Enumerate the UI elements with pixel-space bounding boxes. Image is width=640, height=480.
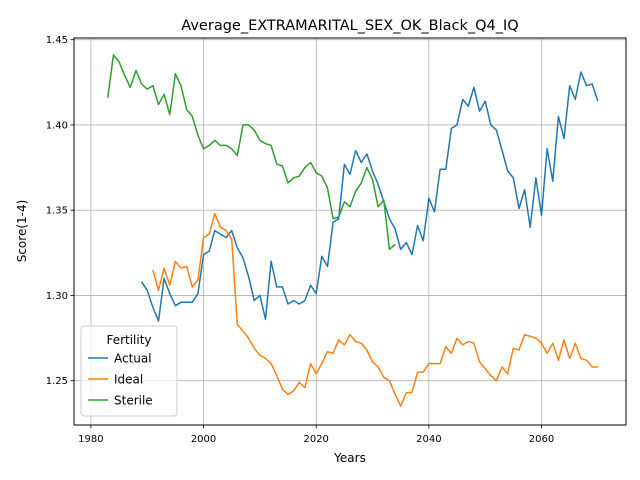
y-tick-label: 1.35 [46, 206, 68, 217]
chart-title: Average_EXTRAMARITAL_SEX_OK_Black_Q4_IQ [181, 18, 518, 34]
x-axis-label: Years [333, 451, 366, 465]
series-line-ideal [152, 212, 598, 407]
x-tick-label: 2020 [303, 434, 328, 445]
series-lines [107, 54, 599, 407]
series-line-sterile [107, 54, 396, 251]
y-axis-ticks: 1.25 1.30 1.35 1.40 1.45 [46, 35, 74, 387]
plot-frame [73, 37, 627, 426]
legend-label-sterile: Sterile [114, 394, 153, 408]
legend-title: Fertility [106, 333, 151, 347]
y-tick-label: 1.40 [46, 120, 68, 131]
legend-label-actual: Actual [114, 352, 152, 366]
x-tick-label: 2060 [529, 434, 554, 445]
y-tick-label: 1.45 [46, 35, 68, 46]
x-tick-label: 2040 [416, 434, 441, 445]
legend-frame [80, 325, 178, 417]
x-axis-ticks: 1980 2000 2020 2040 2060 [78, 425, 554, 445]
legend: Fertility Actual Ideal Sterile [80, 325, 178, 417]
y-tick-label: 1.30 [46, 291, 68, 302]
y-tick-label: 1.25 [46, 376, 68, 387]
x-tick-label: 1980 [78, 434, 103, 445]
series-line-actual [140, 71, 599, 322]
x-tick-label: 2000 [191, 434, 216, 445]
legend-label-ideal: Ideal [114, 373, 143, 387]
y-axis-label: Score(1-4) [15, 200, 29, 263]
